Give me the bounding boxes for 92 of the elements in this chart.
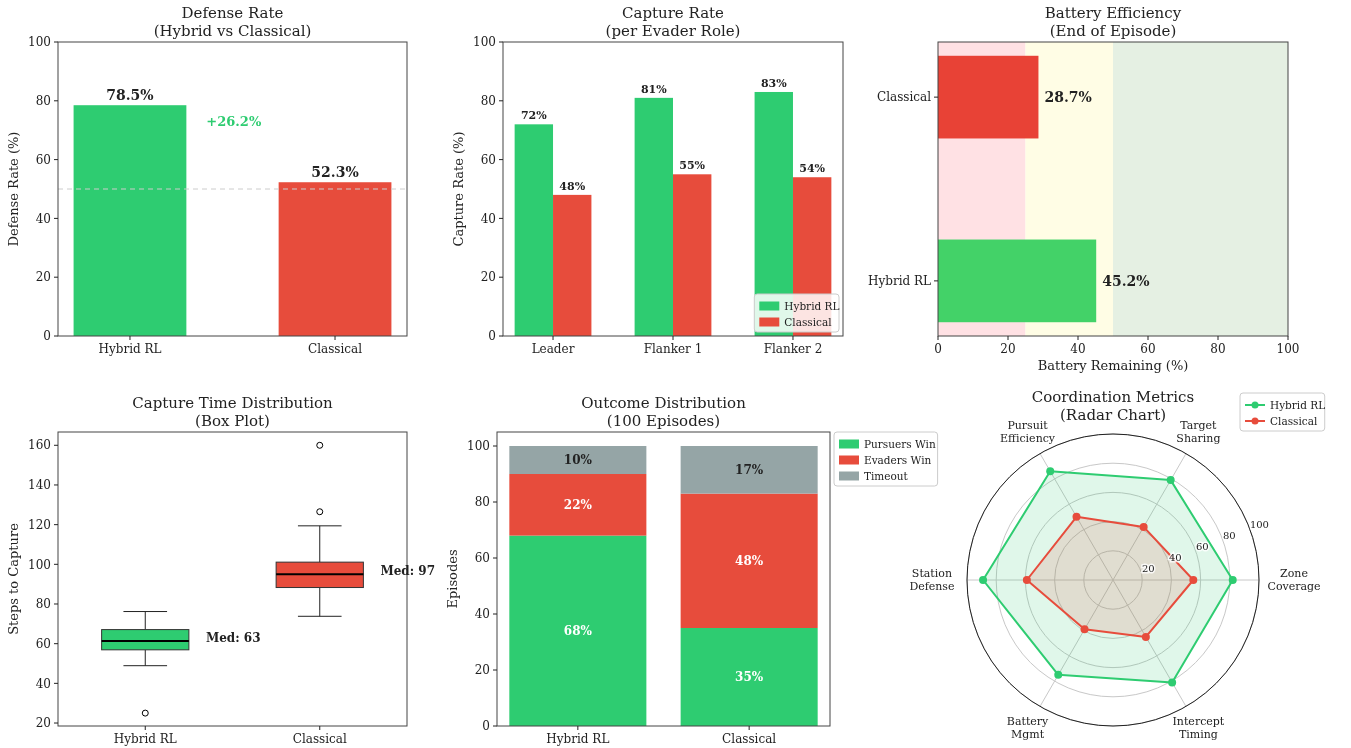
data-label: 10% bbox=[563, 453, 593, 468]
y-tick-label: 20 bbox=[480, 270, 496, 285]
x-tick-label: Hybrid RL bbox=[546, 732, 610, 746]
y-tick-label: 20 bbox=[474, 663, 490, 678]
bar bbox=[514, 124, 554, 336]
y-tick-label: 160 bbox=[28, 438, 51, 453]
data-label: 48% bbox=[735, 554, 764, 568]
spoke-label: Intercept Timing bbox=[1172, 715, 1225, 742]
data-label: 68% bbox=[563, 624, 593, 638]
spoke-label: Battery Mgmt bbox=[1006, 715, 1050, 742]
y-tick-label: 60 bbox=[480, 152, 496, 167]
data-label: 78.5% bbox=[106, 87, 154, 104]
bar bbox=[553, 194, 592, 336]
data-label: 48% bbox=[559, 179, 586, 193]
x-tick-label: Classical bbox=[292, 732, 347, 746]
x-tick-label: Flanker 2 bbox=[763, 342, 823, 356]
x-tick-label: 40 bbox=[1070, 342, 1086, 356]
x-tick-label: Leader bbox=[531, 342, 575, 356]
annotation: +26.2% bbox=[206, 113, 262, 129]
data-label: 22% bbox=[563, 498, 593, 512]
legend-label: Evaders Win bbox=[864, 453, 932, 466]
y-tick-label: 0 bbox=[482, 719, 490, 734]
chart-title: Defense Rate (Hybrid vs Classical) bbox=[153, 4, 312, 40]
chart-title: Outcome Distribution (100 Episodes) bbox=[581, 394, 747, 430]
y-tick-label: 20 bbox=[35, 270, 51, 285]
x-axis-title: Battery Remaining (%) bbox=[1037, 358, 1189, 373]
x-tick-label: 60 bbox=[1140, 342, 1156, 356]
y-tick-label: 140 bbox=[28, 478, 51, 493]
y-tick-label: 40 bbox=[35, 676, 51, 691]
y-tick-label: 80 bbox=[474, 495, 490, 510]
spoke-label: Zone Coverage bbox=[1267, 567, 1321, 594]
x-tick-label: 100 bbox=[1276, 342, 1300, 356]
y-axis-title: Defense Rate (%) bbox=[6, 131, 21, 247]
chart-title: Capture Time Distribution (Box Plot) bbox=[132, 394, 334, 430]
x-tick-label: Hybrid RL bbox=[98, 342, 162, 356]
legend-label: Hybrid RL bbox=[1270, 398, 1326, 411]
data-label: 81% bbox=[640, 82, 668, 96]
x-tick-label: 0 bbox=[934, 342, 942, 356]
data-label: 55% bbox=[679, 159, 706, 173]
legend-label: Pursuers Win bbox=[864, 437, 936, 450]
bar bbox=[673, 174, 712, 336]
x-tick-label: Hybrid RL bbox=[113, 732, 177, 746]
y-tick-label: 120 bbox=[28, 517, 51, 532]
y-tick-label: 20 bbox=[35, 716, 51, 731]
data-label: 52.3% bbox=[311, 164, 359, 181]
x-tick-label: Classical bbox=[308, 342, 363, 356]
y-tick-label: 0 bbox=[43, 329, 51, 344]
chart-title: Battery Efficiency (End of Episode) bbox=[1044, 4, 1182, 40]
legend-label: Classical bbox=[1270, 414, 1318, 427]
y-tick-label: 80 bbox=[35, 94, 51, 108]
data-label: 35% bbox=[735, 670, 764, 685]
data-label: 72% bbox=[520, 109, 548, 123]
data-label: 54% bbox=[799, 162, 826, 176]
x-tick-label: 80 bbox=[1210, 342, 1226, 356]
y-tick-label: 100 bbox=[28, 557, 51, 572]
x-tick-label: Classical bbox=[722, 732, 777, 746]
y-tick-label: 80 bbox=[35, 597, 51, 612]
y-tick-label: 40 bbox=[480, 211, 496, 226]
y-tick-label: 60 bbox=[474, 551, 490, 566]
data-label: 28.7% bbox=[1044, 89, 1092, 106]
x-tick-label: Flanker 1 bbox=[643, 342, 703, 356]
y-tick-label: 80 bbox=[480, 94, 496, 108]
y-axis-title: Steps to Capture bbox=[6, 522, 21, 635]
bar bbox=[509, 446, 647, 474]
spoke-label: Pursuit Efficiency bbox=[1000, 419, 1056, 446]
y-tick-label: 100 bbox=[473, 35, 496, 50]
bar bbox=[680, 628, 818, 726]
y-axis-title: Episodes bbox=[445, 549, 460, 609]
annotation: Med: 63 bbox=[205, 631, 261, 646]
data-label: 17% bbox=[735, 463, 764, 477]
bar bbox=[680, 493, 818, 628]
annotation: Med: 97 bbox=[380, 564, 435, 579]
y-tick-label: 60 bbox=[35, 636, 51, 651]
bar bbox=[634, 97, 673, 336]
data-label: 45.2% bbox=[1102, 272, 1150, 289]
legend-label: Classical bbox=[784, 315, 833, 328]
y-axis-title: Capture Rate (%) bbox=[451, 131, 466, 247]
y-tick-label: 40 bbox=[474, 607, 490, 622]
y-tick-label: 60 bbox=[35, 152, 51, 167]
bar bbox=[509, 535, 647, 726]
spoke-label: Station Defense bbox=[909, 567, 955, 594]
y-tick-label: 100 bbox=[467, 439, 490, 454]
y-tick-label: 0 bbox=[488, 329, 496, 344]
chart-title: Capture Rate (per Evader Role) bbox=[605, 4, 741, 40]
y-tick-label: 40 bbox=[35, 211, 51, 226]
legend-label: Hybrid RL bbox=[784, 299, 840, 312]
y-tick-label: 100 bbox=[28, 35, 51, 50]
legend-label: Timeout bbox=[864, 469, 909, 482]
data-label: 83% bbox=[760, 76, 788, 90]
bar bbox=[509, 474, 647, 536]
bar bbox=[680, 446, 818, 494]
x-tick-label: 20 bbox=[1000, 342, 1016, 356]
